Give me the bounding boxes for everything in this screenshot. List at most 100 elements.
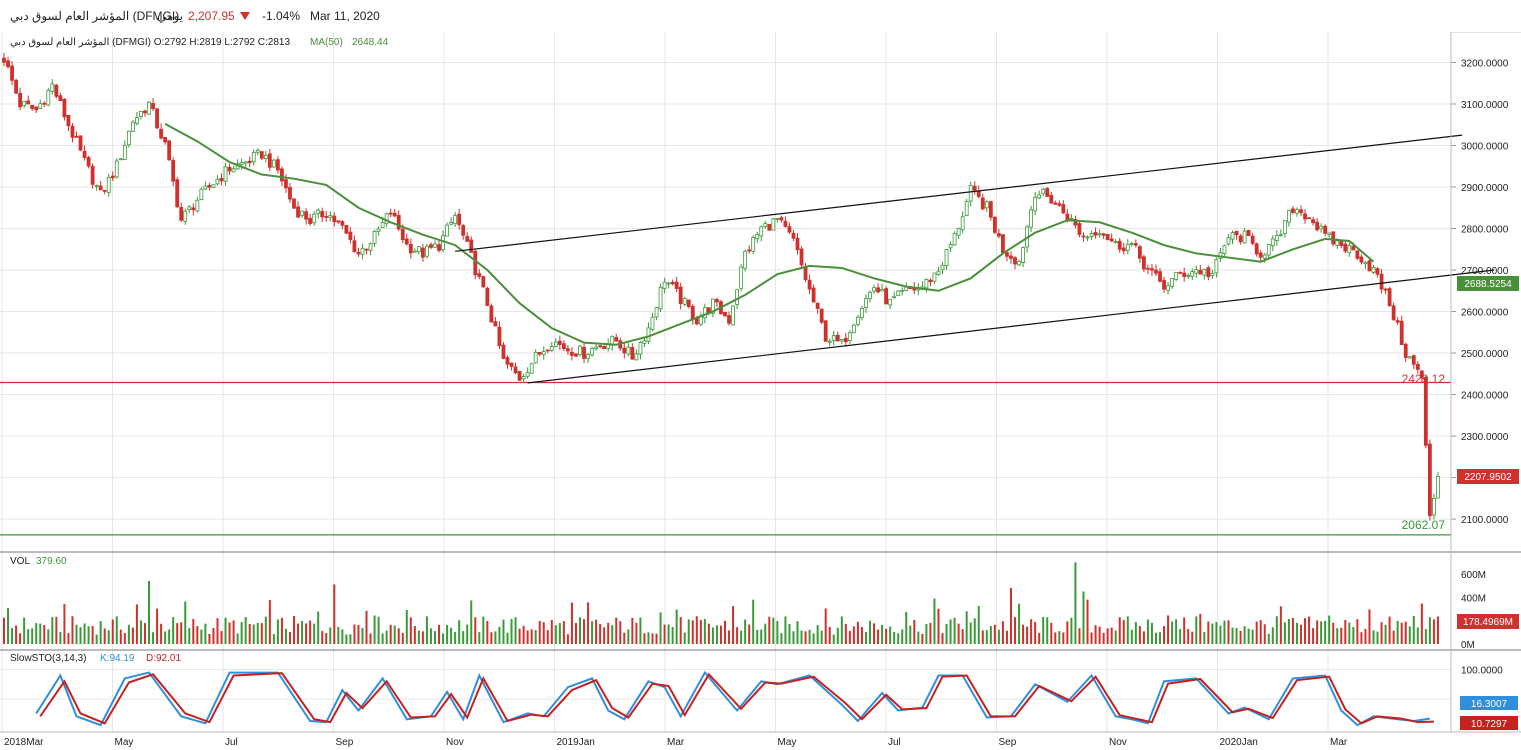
candle-body — [1427, 443, 1432, 517]
candle-body — [38, 103, 43, 109]
volume-bar — [1400, 622, 1403, 644]
candle-body — [856, 316, 860, 325]
volume-bar — [917, 631, 920, 644]
volume-bar — [1195, 616, 1198, 644]
candle-body — [566, 348, 570, 352]
volume-bar — [51, 617, 54, 644]
candle-body — [163, 136, 168, 143]
volume-bar — [365, 610, 368, 644]
volume-bar — [1263, 624, 1266, 644]
volume-bar — [615, 617, 618, 644]
volume-bar — [1356, 619, 1359, 644]
volume-bar — [180, 622, 183, 644]
volume-bar — [1279, 606, 1282, 644]
volume-bar — [1154, 632, 1157, 644]
candle-body — [731, 305, 735, 326]
candle-body — [1436, 476, 1440, 499]
candle-body — [1097, 233, 1102, 236]
candle-body — [280, 168, 284, 182]
candle-body — [74, 135, 79, 138]
candle-body — [1282, 220, 1287, 234]
volume-bar — [732, 606, 735, 644]
volume-bar — [450, 627, 453, 644]
candle-body — [2, 57, 6, 63]
volume-bar — [381, 633, 384, 644]
candle-body — [324, 216, 329, 218]
volume-bar — [1146, 619, 1149, 644]
volume-bar — [369, 633, 372, 644]
candle-body — [130, 121, 135, 132]
candle-body — [803, 265, 808, 281]
candle-body — [485, 287, 490, 306]
volume-bar — [949, 619, 952, 644]
volume-bar — [345, 634, 348, 644]
candle-body — [972, 185, 977, 191]
volume-bar — [812, 633, 815, 644]
volume-bar — [111, 619, 114, 644]
volume-bar — [893, 631, 896, 644]
candle-body — [658, 286, 663, 310]
volume-bar — [808, 629, 811, 644]
volume-bar — [75, 624, 78, 644]
stock-chart[interactable]: 3200.0000 3100.0000 3000.0000 2900.0000 2800… — [0, 32, 1521, 750]
candle-body — [529, 363, 534, 374]
volume-bar — [1267, 633, 1270, 644]
candle-body — [1258, 252, 1263, 258]
volume-bar — [119, 629, 122, 644]
candle-body — [453, 215, 458, 225]
volume-bar — [1231, 627, 1234, 644]
volume-bar — [728, 630, 731, 644]
d-value-badge-text: 10.7297 — [1471, 719, 1508, 730]
volume-bar — [583, 619, 586, 644]
volume-bar — [1175, 619, 1178, 644]
volume-bar — [293, 616, 296, 644]
volume-bar — [627, 629, 630, 644]
candle-body — [1230, 232, 1235, 240]
candle-body — [936, 270, 941, 275]
volume-bar — [83, 623, 86, 644]
volume-bar — [1275, 616, 1278, 644]
volume-bar — [631, 617, 634, 644]
candle-body — [976, 190, 981, 197]
volume-bar — [1360, 632, 1363, 644]
candle-body — [159, 128, 163, 139]
candle-body — [779, 217, 784, 221]
volume-bar — [1380, 622, 1383, 644]
candle-body — [118, 158, 123, 161]
volume-bar — [1312, 628, 1315, 644]
volume-bar — [869, 620, 872, 644]
candle-body — [360, 247, 365, 255]
volume-bar — [15, 625, 18, 644]
volume-bar — [309, 620, 312, 644]
symbol-title[interactable]: المؤشر العام لسوق دبي (DFMGI) — [10, 9, 180, 23]
volume-bar — [639, 617, 642, 644]
candle-body — [1295, 209, 1299, 214]
volume-bar — [1283, 622, 1286, 644]
volume-bar — [139, 620, 142, 644]
volume-bar — [804, 631, 807, 644]
candle-body — [1387, 288, 1392, 307]
volume-bar — [570, 602, 573, 644]
volume-bar — [848, 630, 851, 644]
volume-bar — [1436, 616, 1439, 644]
volume-bar — [695, 616, 698, 644]
volume-bar — [1388, 616, 1391, 644]
volume-bar — [264, 616, 267, 644]
candle-body — [1411, 355, 1416, 365]
period-label[interactable]: يومي — [157, 9, 183, 23]
price-tick-label: 3000.0000 — [1461, 141, 1509, 152]
volume-bar — [1191, 631, 1194, 644]
candle-body — [670, 281, 675, 285]
volume-bar — [1340, 627, 1343, 644]
candle-body — [34, 106, 39, 111]
volume-bar — [651, 633, 654, 644]
volume-bar — [953, 617, 956, 644]
volume-bar — [301, 620, 304, 644]
volume-bar — [288, 631, 291, 644]
volume-bar — [168, 629, 171, 644]
volume-bar — [603, 627, 606, 644]
candle-body — [602, 345, 607, 350]
volume-bar — [643, 633, 646, 644]
candle-body — [191, 207, 196, 211]
candle-body — [1226, 237, 1231, 245]
